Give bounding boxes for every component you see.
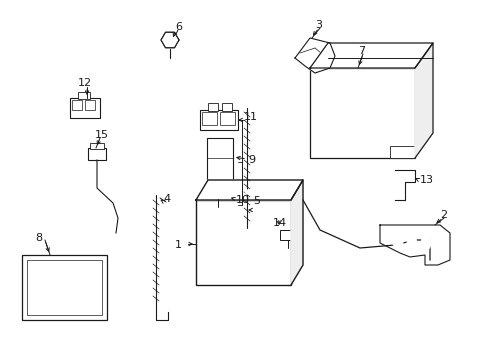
Text: 7: 7 [357,46,365,56]
Text: 4: 4 [163,194,170,204]
Bar [196,200,290,285]
Text: 9: 9 [247,155,255,165]
Bar [280,230,295,240]
Bar [222,103,231,111]
Polygon shape [309,43,432,68]
Text: 2: 2 [439,210,446,220]
Bar [212,183,227,191]
Bar [206,138,232,183]
Polygon shape [379,225,449,265]
Bar [202,112,217,125]
Bar [208,185,226,199]
Ellipse shape [406,236,416,250]
Bar [70,98,100,118]
Bar [22,255,107,320]
Ellipse shape [259,189,268,194]
Text: 15: 15 [95,130,109,140]
Bar [88,148,106,160]
Ellipse shape [61,285,68,290]
Ellipse shape [216,189,225,194]
Bar [72,100,82,110]
Text: 5: 5 [252,196,260,206]
Bar [389,146,414,158]
Bar [27,260,102,315]
Text: 8: 8 [35,233,42,243]
Ellipse shape [230,189,239,194]
Bar [90,143,104,149]
Polygon shape [294,38,334,73]
Ellipse shape [420,236,430,250]
Polygon shape [196,180,303,200]
Text: 14: 14 [272,218,286,228]
Bar [220,112,235,125]
Bar [78,92,90,99]
Ellipse shape [392,236,402,250]
Text: 3: 3 [314,20,321,30]
Bar [309,68,414,158]
Bar [85,100,95,110]
Polygon shape [161,32,179,48]
Bar [294,182,301,192]
Text: 6: 6 [175,22,182,32]
Bar [200,110,238,130]
Ellipse shape [244,189,253,194]
Polygon shape [414,43,432,158]
Bar [207,103,218,111]
Text: 11: 11 [244,112,258,122]
Text: 13: 13 [419,175,433,185]
Ellipse shape [273,189,282,194]
Polygon shape [290,180,303,285]
Text: 10: 10 [236,195,249,205]
Text: 12: 12 [78,78,92,88]
Text: 1: 1 [175,240,182,250]
